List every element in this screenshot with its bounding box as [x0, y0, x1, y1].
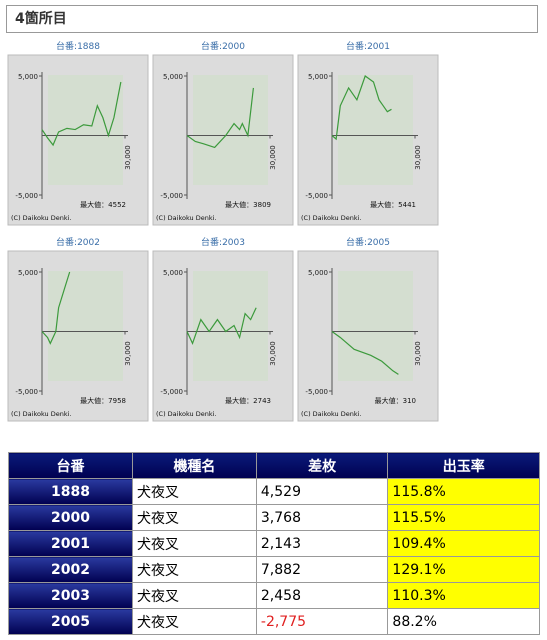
data-line [41, 271, 71, 345]
data-line [331, 331, 399, 375]
table-cell: 犬夜叉 [132, 608, 257, 635]
table-cell: 88.2% [387, 608, 540, 635]
table-row: 2005 犬夜叉 -2,775 88.2% [8, 608, 540, 635]
header-cell: 出玉率 [387, 452, 540, 479]
table-cell: -2,775 [255, 608, 389, 635]
table-cell: 2000 [8, 504, 133, 531]
data-line [331, 75, 392, 141]
table-cell: 3,768 [255, 504, 389, 531]
copyright: (C) Daikoku Denki. [11, 410, 72, 418]
table-cell: 115.8% [387, 478, 540, 505]
max-label: 最大値：5441 [370, 200, 416, 209]
table-cell: 犬夜叉 [132, 530, 257, 557]
header-cell: 台番 [8, 452, 133, 479]
header-cell: 差枚 [255, 452, 389, 479]
table-cell: 115.5% [387, 504, 540, 531]
table-cell: 2002 [8, 556, 133, 583]
table-cell: 2005 [8, 608, 133, 635]
chart-deco [338, 75, 413, 185]
max-label: 最大値：3809 [225, 200, 271, 209]
max-label: 最大値：310 [375, 396, 416, 405]
max-label: 最大値：2743 [225, 396, 271, 405]
y-tick-label: 5,000 [18, 73, 38, 81]
x-tick-label: 30,000 [269, 341, 277, 366]
chart-title: 台番:2002 [56, 236, 100, 248]
table-row: 2003 犬夜叉 2,458 110.3% [8, 582, 540, 609]
table-row: 1888 犬夜叉 4,529 115.8% [8, 478, 540, 505]
chart-deco [193, 75, 268, 185]
y-tick-label: -5,000 [15, 192, 38, 200]
data-line [41, 81, 122, 147]
table-cell: 1888 [8, 478, 133, 505]
x-tick-label: 30,000 [414, 145, 422, 170]
chart-title: 台番:2000 [201, 40, 245, 52]
y-tick-label: 5,000 [18, 269, 38, 277]
table-cell: 129.1% [387, 556, 540, 583]
copyright: (C) Daikoku Denki. [11, 214, 72, 222]
table-row: 2001 犬夜叉 2,143 109.4% [8, 530, 540, 557]
chart-title: 台番:2001 [346, 40, 390, 52]
chart-title: 台番:1888 [56, 40, 100, 52]
chart-title: 台番:2005 [346, 236, 390, 248]
copyright: (C) Daikoku Denki. [301, 214, 362, 222]
copyright: (C) Daikoku Denki. [156, 410, 217, 418]
y-tick-label: -5,000 [305, 388, 328, 396]
header-cell: 機種名 [132, 452, 257, 479]
x-tick-label: 30,000 [269, 145, 277, 170]
table-cell: 110.3% [387, 582, 540, 609]
table-cell: 109.4% [387, 530, 540, 557]
y-tick-label: -5,000 [160, 388, 183, 396]
chart-deco [48, 75, 123, 185]
y-tick-label: 5,000 [163, 269, 183, 277]
table-cell: 犬夜叉 [132, 582, 257, 609]
table-cell: 7,882 [255, 556, 389, 583]
x-tick-label: 30,000 [124, 341, 132, 366]
table-cell: 2,143 [255, 530, 389, 557]
table-cell: 犬夜叉 [132, 556, 257, 583]
y-tick-label: 5,000 [308, 73, 328, 81]
table-row: 2000 犬夜叉 3,768 115.5% [8, 504, 540, 531]
chart-deco [48, 271, 123, 381]
data-line [186, 307, 257, 345]
chart-deco [338, 271, 413, 381]
table-cell: 犬夜叉 [132, 478, 257, 505]
table-cell: 2001 [8, 530, 133, 557]
y-tick-label: -5,000 [305, 192, 328, 200]
copyright: (C) Daikoku Denki. [156, 214, 217, 222]
x-tick-label: 30,000 [414, 341, 422, 366]
table-cell: 2,458 [255, 582, 389, 609]
data-table: 台番 機種名 差枚 出玉率 1888 犬夜叉 4,529 115.8% 2000 犬夜叉 3,768… [8, 452, 540, 635]
table-cell: 4,529 [255, 478, 389, 505]
table-row: 2002 犬夜叉 7,882 129.1% [8, 556, 540, 583]
x-tick-label: 30,000 [124, 145, 132, 170]
y-tick-label: 5,000 [163, 73, 183, 81]
charts: 台番:1888 5,000 -5,000 30,000 最大値：4552 (C) Daik… [7, 40, 439, 422]
y-tick-label: 5,000 [308, 269, 328, 277]
y-tick-label: -5,000 [15, 388, 38, 396]
max-label: 最大値：7958 [80, 396, 126, 405]
max-label: 最大値：4552 [80, 200, 126, 209]
section-title: 4箇所目 [6, 5, 538, 33]
table-cell: 犬夜叉 [132, 504, 257, 531]
header-row: 台番 機種名 差枚 出玉率 [8, 452, 540, 479]
chart-deco [193, 271, 268, 381]
data-line [186, 87, 254, 149]
y-tick-label: -5,000 [160, 192, 183, 200]
table-cell: 2003 [8, 582, 133, 609]
chart-title: 台番:2003 [201, 236, 245, 248]
copyright: (C) Daikoku Denki. [301, 410, 362, 418]
